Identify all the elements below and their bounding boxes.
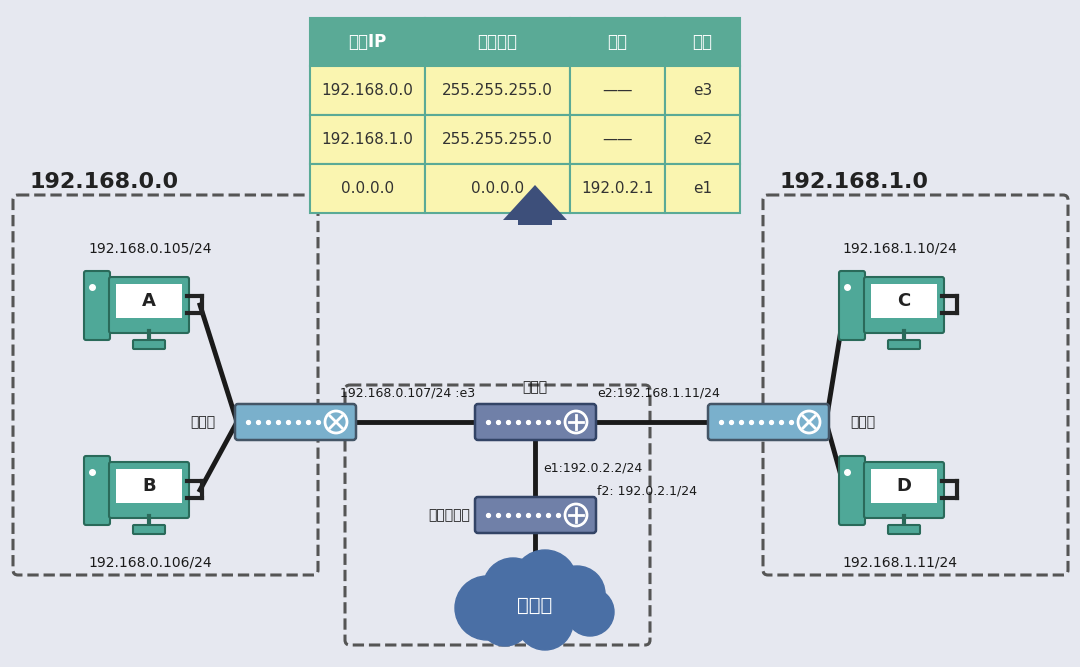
Circle shape — [565, 411, 588, 433]
FancyBboxPatch shape — [570, 164, 665, 213]
FancyBboxPatch shape — [426, 164, 570, 213]
FancyBboxPatch shape — [426, 66, 570, 115]
FancyBboxPatch shape — [888, 525, 920, 534]
FancyBboxPatch shape — [133, 340, 165, 349]
FancyBboxPatch shape — [116, 469, 183, 503]
FancyBboxPatch shape — [839, 271, 865, 340]
Text: e2:192.168.1.11/24: e2:192.168.1.11/24 — [597, 387, 720, 400]
FancyBboxPatch shape — [708, 404, 829, 440]
Circle shape — [517, 594, 573, 650]
Text: C: C — [897, 292, 910, 310]
Text: e2: e2 — [693, 132, 712, 147]
Text: 192.168.1.0: 192.168.1.0 — [322, 132, 414, 147]
Text: 交换机: 交换机 — [190, 415, 215, 429]
Text: 网关: 网关 — [607, 33, 627, 51]
Text: 255.255.255.0: 255.255.255.0 — [442, 132, 553, 147]
Text: D: D — [896, 477, 912, 495]
Circle shape — [513, 550, 577, 614]
Circle shape — [549, 566, 605, 622]
FancyBboxPatch shape — [310, 164, 426, 213]
FancyBboxPatch shape — [665, 115, 740, 164]
Circle shape — [325, 411, 347, 433]
Text: 其他路由器: 其他路由器 — [428, 508, 470, 522]
Circle shape — [798, 411, 820, 433]
FancyBboxPatch shape — [475, 497, 596, 533]
FancyBboxPatch shape — [570, 66, 665, 115]
Text: B: B — [143, 477, 156, 495]
Text: e1: e1 — [693, 181, 712, 196]
Circle shape — [566, 588, 615, 636]
FancyBboxPatch shape — [84, 271, 110, 340]
Text: e1:192.0.2.2/24: e1:192.0.2.2/24 — [543, 462, 643, 474]
FancyBboxPatch shape — [665, 18, 740, 66]
Text: 0.0.0.0: 0.0.0.0 — [471, 181, 524, 196]
FancyBboxPatch shape — [109, 277, 189, 333]
Text: ——: —— — [603, 132, 633, 147]
FancyBboxPatch shape — [310, 66, 426, 115]
Text: 192.168.0.105/24: 192.168.0.105/24 — [89, 241, 212, 255]
FancyBboxPatch shape — [133, 525, 165, 534]
Circle shape — [483, 558, 543, 618]
Polygon shape — [503, 185, 567, 225]
FancyBboxPatch shape — [84, 456, 110, 525]
FancyBboxPatch shape — [570, 18, 665, 66]
Circle shape — [480, 594, 531, 646]
Text: 路由器: 路由器 — [523, 380, 548, 394]
FancyBboxPatch shape — [475, 404, 596, 440]
Text: 192.168.0.0: 192.168.0.0 — [322, 83, 414, 98]
Text: 192.0.2.1: 192.0.2.1 — [581, 181, 653, 196]
FancyBboxPatch shape — [426, 115, 570, 164]
Text: 交换机: 交换机 — [850, 415, 875, 429]
FancyBboxPatch shape — [864, 277, 944, 333]
Text: 255.255.255.0: 255.255.255.0 — [442, 83, 553, 98]
Circle shape — [455, 576, 519, 640]
Text: e3: e3 — [693, 83, 712, 98]
Text: 192.168.1.0: 192.168.1.0 — [780, 172, 929, 192]
FancyBboxPatch shape — [870, 284, 937, 318]
FancyBboxPatch shape — [116, 284, 183, 318]
FancyBboxPatch shape — [864, 462, 944, 518]
FancyBboxPatch shape — [310, 115, 426, 164]
Text: 192.168.0.107/24 :e3: 192.168.0.107/24 :e3 — [340, 387, 475, 400]
Text: 互联网: 互联网 — [517, 596, 553, 614]
Text: ——: —— — [603, 83, 633, 98]
FancyBboxPatch shape — [888, 340, 920, 349]
Text: 192.168.1.10/24: 192.168.1.10/24 — [842, 241, 958, 255]
Text: A: A — [143, 292, 156, 310]
FancyBboxPatch shape — [839, 456, 865, 525]
FancyBboxPatch shape — [870, 469, 937, 503]
Circle shape — [565, 504, 588, 526]
Text: f2: 192.0.2.1/24: f2: 192.0.2.1/24 — [597, 484, 697, 497]
FancyBboxPatch shape — [235, 404, 356, 440]
FancyBboxPatch shape — [665, 164, 740, 213]
Text: 192.168.0.0: 192.168.0.0 — [30, 172, 179, 192]
Text: 192.168.0.106/24: 192.168.0.106/24 — [89, 555, 212, 569]
FancyBboxPatch shape — [310, 18, 426, 66]
FancyBboxPatch shape — [665, 66, 740, 115]
Text: 目的IP: 目的IP — [349, 33, 387, 51]
FancyBboxPatch shape — [426, 18, 570, 66]
Text: 子网掩码: 子网掩码 — [477, 33, 517, 51]
Text: 0.0.0.0: 0.0.0.0 — [341, 181, 394, 196]
Text: 192.168.1.11/24: 192.168.1.11/24 — [842, 555, 958, 569]
Text: 出口: 出口 — [692, 33, 713, 51]
FancyBboxPatch shape — [109, 462, 189, 518]
FancyBboxPatch shape — [570, 115, 665, 164]
